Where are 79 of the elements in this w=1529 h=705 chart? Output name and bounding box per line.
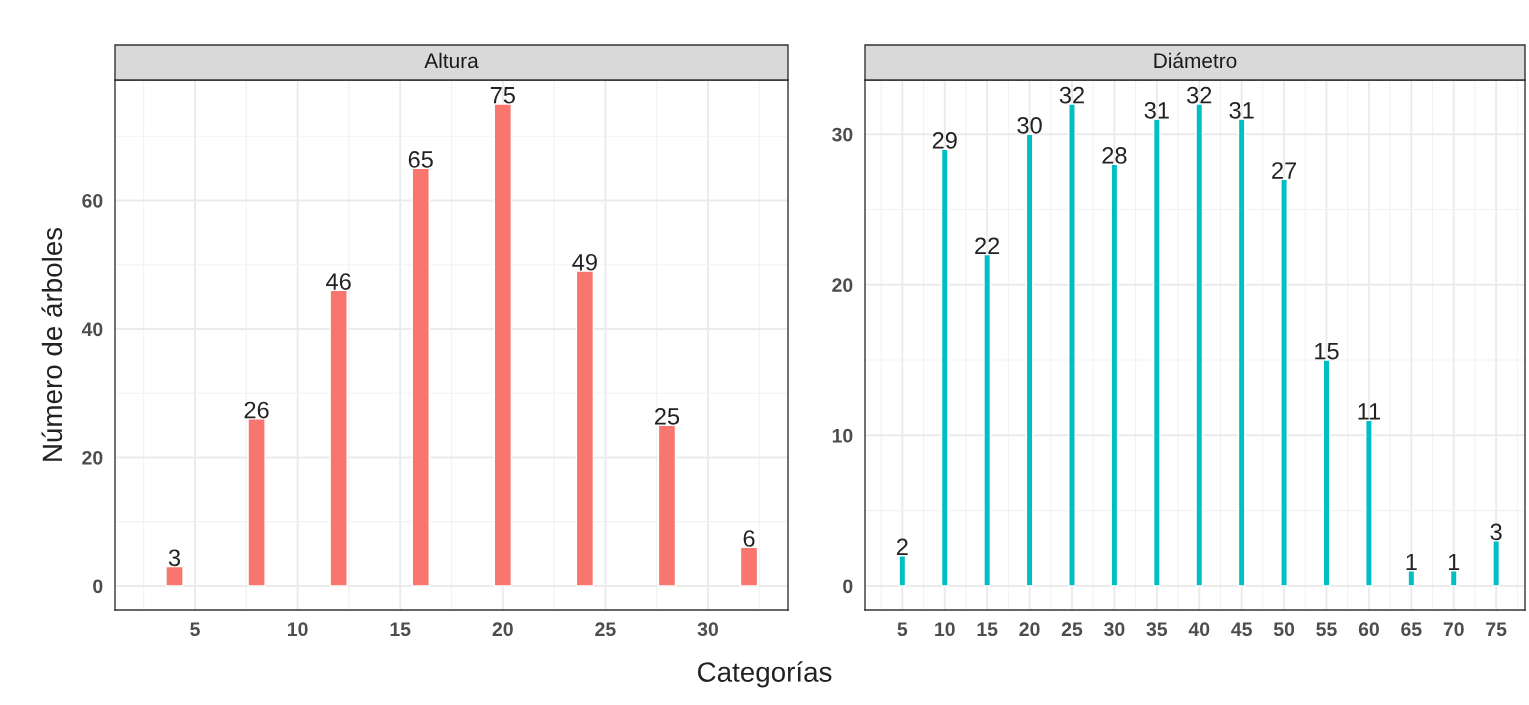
data-label: 2 — [896, 538, 908, 556]
bar — [940, 148, 949, 587]
data-label: 1 — [1448, 553, 1460, 571]
data-label: 27 — [1272, 162, 1297, 179]
x-tick-label: 70 — [1443, 622, 1464, 637]
x-tick-label: 65 — [1401, 622, 1422, 637]
bar — [1195, 103, 1204, 587]
bar — [1025, 133, 1034, 587]
x-tick-label: 25 — [595, 622, 616, 637]
data-label: 6 — [743, 530, 755, 547]
x-axis-title: Categorías — [697, 661, 832, 688]
chart-title: Altura — [424, 52, 479, 69]
y-tick-label: 0 — [843, 579, 853, 594]
bar — [1237, 118, 1246, 587]
y-tick-label: 10 — [832, 428, 853, 443]
x-tick-label: 30 — [697, 622, 718, 637]
bar — [898, 555, 907, 587]
bar — [1365, 419, 1373, 587]
data-label: 25 — [655, 408, 680, 425]
bar — [739, 546, 759, 587]
x-tick-label: 10 — [935, 622, 955, 637]
x-tick-label: 5 — [897, 622, 908, 637]
data-label: 26 — [244, 401, 269, 419]
x-tick-label: 10 — [288, 622, 308, 637]
y-tick-label: 0 — [93, 579, 103, 594]
bar — [1492, 540, 1501, 587]
bar — [983, 253, 992, 587]
bar — [1068, 103, 1076, 587]
y-axis-title: Número de árboles — [41, 227, 63, 461]
x-tick-label: 5 — [190, 622, 200, 637]
data-label: 11 — [1358, 403, 1381, 420]
bar — [411, 167, 430, 587]
data-label: 31 — [1144, 101, 1169, 119]
x-tick-label: 40 — [1188, 622, 1210, 637]
data-label: 1 — [1406, 553, 1417, 571]
x-tick-label: 15 — [977, 622, 998, 637]
data-label: 28 — [1102, 147, 1127, 164]
data-label: 65 — [408, 151, 433, 168]
data-label: 3 — [1490, 523, 1502, 541]
y-tick-label: 20 — [832, 278, 853, 293]
x-tick-label: 25 — [1061, 622, 1083, 637]
y-tick-label: 60 — [82, 193, 103, 208]
x-tick-label: 45 — [1231, 622, 1252, 637]
bar — [575, 270, 595, 587]
x-tick-label: 20 — [1019, 622, 1040, 637]
data-label: 46 — [326, 273, 351, 290]
x-tick-label: 20 — [492, 622, 513, 637]
data-label: 32 — [1059, 86, 1084, 104]
data-label: 75 — [490, 87, 515, 104]
y-tick-label: 30 — [832, 127, 853, 142]
bar — [165, 565, 184, 587]
x-tick-label: 30 — [1104, 622, 1125, 637]
bar — [1110, 163, 1119, 587]
data-label: 22 — [975, 237, 1000, 254]
x-tick-label: 55 — [1316, 622, 1337, 637]
data-label: 49 — [572, 253, 597, 271]
data-label: 15 — [1315, 343, 1339, 360]
bar — [329, 289, 348, 587]
x-tick-label: 15 — [390, 622, 411, 637]
x-tick-label: 35 — [1146, 622, 1168, 637]
x-tick-label: 75 — [1486, 622, 1507, 637]
data-label: 3 — [168, 549, 181, 567]
y-tick-label: 40 — [81, 322, 103, 337]
x-tick-label: 50 — [1273, 622, 1295, 637]
data-label: 29 — [932, 132, 957, 149]
chart-title: Diámetro — [1154, 52, 1237, 69]
bar — [1152, 118, 1161, 587]
data-label: 31 — [1229, 101, 1254, 119]
bar — [1407, 570, 1416, 587]
data-label: 32 — [1187, 86, 1212, 104]
y-tick-label: 20 — [82, 450, 103, 465]
bar — [247, 418, 266, 587]
bar — [1449, 570, 1458, 587]
x-tick-label: 60 — [1358, 622, 1379, 637]
bar — [493, 103, 513, 587]
data-label: 30 — [1017, 116, 1042, 134]
bar — [1280, 178, 1288, 587]
bar — [657, 424, 677, 587]
bar — [1322, 359, 1331, 587]
